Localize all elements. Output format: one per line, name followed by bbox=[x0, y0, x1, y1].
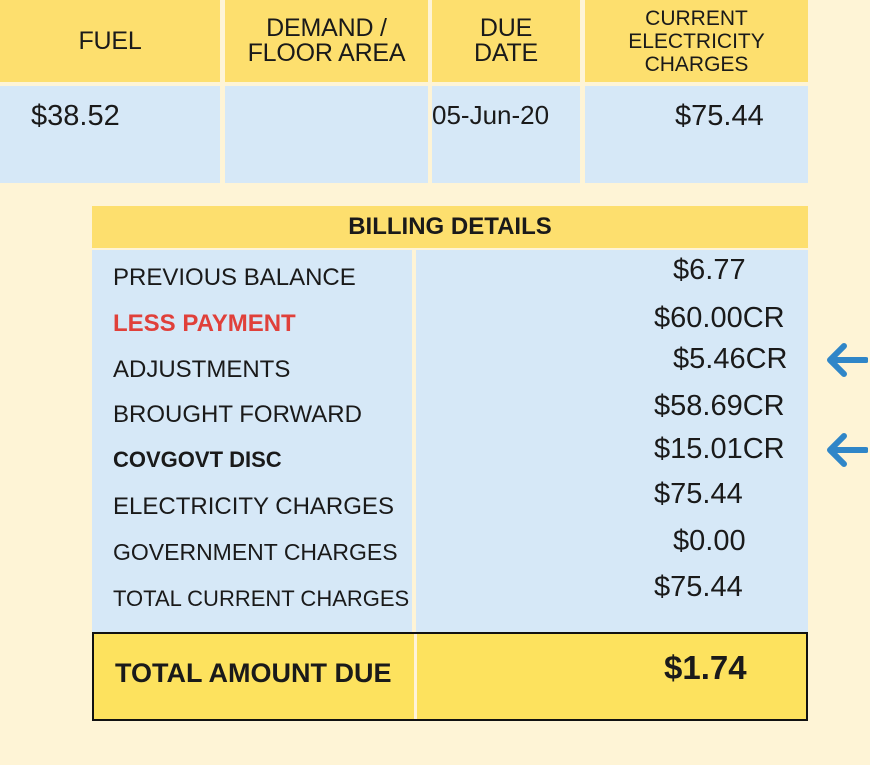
billing-details-header: BILLING DETAILS bbox=[92, 206, 808, 248]
cell-demand bbox=[225, 86, 428, 183]
billing-row-amount-government-charges: $0.00 bbox=[673, 525, 746, 557]
cell-fuel: $38.52 bbox=[0, 86, 220, 183]
billing-row-label-brought-forward: BROUGHT FORWARD bbox=[113, 401, 362, 428]
total-amount-due-value: $1.74 bbox=[664, 649, 747, 686]
header-current-line2: ELECTRICITY bbox=[628, 29, 765, 53]
billing-row-label-total-current-charges: TOTAL CURRENT CHARGES bbox=[113, 586, 410, 611]
header-fuel: FUEL bbox=[0, 0, 220, 82]
billing-row-amount-adjustments: $5.46CR bbox=[673, 343, 788, 375]
cell-current-charges: $75.44 bbox=[585, 86, 808, 183]
header-current-line3: CHARGES bbox=[644, 52, 749, 76]
billing-labels-panel bbox=[92, 250, 412, 632]
billing-row-label-less-payment: LESS PAYMENT bbox=[113, 310, 296, 337]
billing-row-amount-electricity-charges: $75.44 bbox=[654, 478, 743, 510]
billing-row-label-previous-balance: PREVIOUS BALANCE bbox=[113, 264, 356, 291]
billing-row-amount-less-payment: $60.00CR bbox=[654, 302, 785, 334]
billing-row-amount-brought-forward: $58.69CR bbox=[654, 390, 785, 422]
billing-row-amount-covgovt-disc: $15.01CR bbox=[654, 433, 785, 465]
billing-row-label-government-charges: GOVERNMENT CHARGES bbox=[113, 539, 398, 565]
billing-row-label-adjustments: ADJUSTMENTS bbox=[113, 356, 291, 383]
billing-row-amount-previous-balance: $6.77 bbox=[673, 254, 746, 286]
header-demand-line2: FLOOR AREA bbox=[247, 39, 406, 67]
header-demand: DEMAND / FLOOR AREA bbox=[225, 0, 428, 82]
header-demand-line1: DEMAND / bbox=[266, 14, 387, 42]
header-fuel-label: FUEL bbox=[78, 26, 142, 55]
billing-row-label-electricity-charges: ELECTRICITY CHARGES bbox=[113, 493, 394, 520]
arrow-left-icon bbox=[827, 343, 868, 377]
header-due-line2: DATE bbox=[473, 39, 539, 67]
header-due-line1: DUE bbox=[479, 14, 533, 42]
billing-amounts-panel bbox=[416, 250, 808, 632]
due-date-value: 05-Jun-20 bbox=[432, 100, 550, 130]
header-current-line1: CURRENT bbox=[645, 6, 748, 30]
total-amount-due-row: TOTAL AMOUNT DUE $1.74 bbox=[92, 632, 808, 721]
billing-details-title: BILLING DETAILS bbox=[348, 213, 552, 240]
header-due-date: DUE DATE bbox=[432, 0, 580, 82]
cell-due-date: 05-Jun-20 bbox=[432, 86, 580, 183]
arrow-left-icon bbox=[827, 433, 868, 467]
total-row-divider bbox=[414, 634, 417, 719]
header-current-charges: CURRENT ELECTRICITY CHARGES bbox=[585, 0, 808, 82]
billing-row-amount-total-current-charges: $75.44 bbox=[654, 571, 743, 603]
billing-row-label-covgovt-disc: COVGOVT DISC bbox=[113, 447, 282, 472]
fuel-value: $38.52 bbox=[31, 100, 120, 132]
total-amount-due-label: TOTAL AMOUNT DUE bbox=[115, 658, 392, 688]
current-charges-value: $75.44 bbox=[675, 100, 764, 132]
